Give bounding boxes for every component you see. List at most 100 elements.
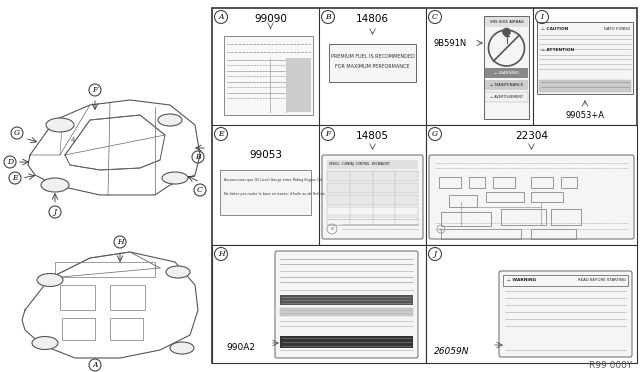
Bar (280, 336, 413, 348)
Text: 14806: 14806 (356, 14, 389, 24)
Text: 99053: 99053 (249, 150, 282, 160)
Bar (327, 171, 418, 181)
FancyBboxPatch shape (429, 155, 634, 239)
Bar (212, 245, 426, 363)
Bar (212, 8, 637, 363)
Ellipse shape (166, 266, 190, 278)
Text: 99053+A: 99053+A (566, 110, 605, 119)
Bar (537, 22, 633, 94)
Bar (484, 16, 529, 119)
Bar (501, 209, 546, 225)
Bar (539, 80, 631, 92)
Bar (485, 17, 528, 27)
Bar (426, 125, 637, 245)
FancyBboxPatch shape (322, 155, 423, 239)
Text: ⚠ ATTENTION: ⚠ ATTENTION (541, 48, 574, 52)
Text: A: A (218, 13, 224, 21)
Text: 26059N: 26059N (434, 346, 470, 356)
Bar (439, 177, 461, 188)
Ellipse shape (46, 118, 74, 132)
Text: H: H (116, 238, 124, 246)
Bar (220, 170, 311, 215)
Bar (531, 229, 576, 239)
Bar (327, 217, 418, 225)
Bar (327, 195, 418, 205)
Bar (329, 44, 416, 82)
Text: 99090: 99090 (254, 14, 287, 24)
Bar (60, 285, 95, 310)
Text: ⚠ AVERTISSEMENT: ⚠ AVERTISSEMENT (490, 95, 523, 99)
Bar (327, 160, 418, 169)
Bar (485, 80, 528, 90)
Bar (531, 192, 563, 202)
Text: R99 000Y: R99 000Y (589, 360, 632, 369)
Text: I: I (541, 13, 543, 21)
Bar (280, 295, 413, 305)
Text: ⚠ MAINTENANCE: ⚠ MAINTENANCE (490, 83, 523, 87)
Text: PREMIUM FUEL IS RECOMMENDED: PREMIUM FUEL IS RECOMMENDED (331, 54, 414, 58)
Bar (485, 92, 528, 102)
Text: FOR MAXIMUM PERFORMANCE: FOR MAXIMUM PERFORMANCE (335, 64, 410, 68)
Bar (327, 207, 418, 215)
Bar (503, 275, 628, 286)
Ellipse shape (41, 178, 69, 192)
Bar (441, 229, 521, 239)
Bar (286, 58, 311, 112)
Bar (493, 177, 515, 188)
Bar (55, 262, 155, 277)
Bar (531, 177, 553, 188)
Bar (449, 195, 477, 207)
Bar (561, 177, 577, 188)
Text: D: D (7, 158, 13, 166)
Text: G: G (432, 130, 438, 138)
Text: B: B (325, 13, 331, 21)
Text: VEHICL  CURB/AJ  CONTROL  W/CATALYST: VEHICL CURB/AJ CONTROL W/CATALYST (329, 163, 390, 167)
Text: 4: 4 (71, 137, 75, 143)
Text: F: F (92, 86, 98, 94)
Ellipse shape (158, 114, 182, 126)
Bar (485, 68, 528, 78)
FancyBboxPatch shape (499, 271, 632, 357)
Text: e: e (330, 227, 333, 231)
Text: 22304: 22304 (515, 131, 548, 141)
Ellipse shape (32, 337, 58, 350)
Text: DATO FONDO: DATO FONDO (604, 27, 630, 31)
Text: 14805: 14805 (356, 131, 389, 141)
Text: 990A2: 990A2 (226, 343, 255, 353)
FancyBboxPatch shape (275, 251, 418, 358)
Bar (212, 245, 426, 363)
Text: ⚠ CAUTION: ⚠ CAUTION (541, 27, 568, 31)
Bar (62, 318, 95, 340)
Ellipse shape (162, 172, 188, 184)
Bar (327, 183, 418, 193)
Bar (280, 308, 413, 316)
Text: E: E (218, 130, 224, 138)
Ellipse shape (170, 342, 194, 354)
Bar (551, 209, 581, 225)
Bar (110, 285, 145, 310)
Text: B: B (195, 153, 201, 161)
Circle shape (502, 28, 511, 36)
Text: Assurez-vous que Oil Level Gauge entre Riding Engine Oil.: Assurez-vous que Oil Level Gauge entre R… (224, 178, 323, 182)
Ellipse shape (37, 273, 63, 286)
Text: Ne faites pas rouler la base en traces, d'huile ou de Refaire.: Ne faites pas rouler la base en traces, … (224, 192, 326, 196)
Text: ←: ← (438, 227, 444, 231)
Bar (441, 212, 491, 226)
Text: G: G (14, 129, 20, 137)
Text: SRS SIDE AIRBAG: SRS SIDE AIRBAG (490, 20, 524, 24)
Text: E: E (12, 174, 18, 182)
Bar (426, 245, 637, 363)
Text: ⚠ WARNING: ⚠ WARNING (507, 278, 536, 282)
Text: J: J (433, 250, 436, 258)
Bar (224, 36, 313, 115)
Text: H: H (218, 250, 224, 258)
Bar (110, 318, 143, 340)
Text: 9B591N: 9B591N (434, 38, 467, 48)
Bar (469, 177, 485, 188)
Text: J: J (54, 208, 56, 216)
Text: C: C (197, 186, 203, 194)
Bar (426, 125, 637, 245)
Text: F: F (325, 130, 331, 138)
Text: C: C (432, 13, 438, 21)
Text: A: A (92, 361, 98, 369)
